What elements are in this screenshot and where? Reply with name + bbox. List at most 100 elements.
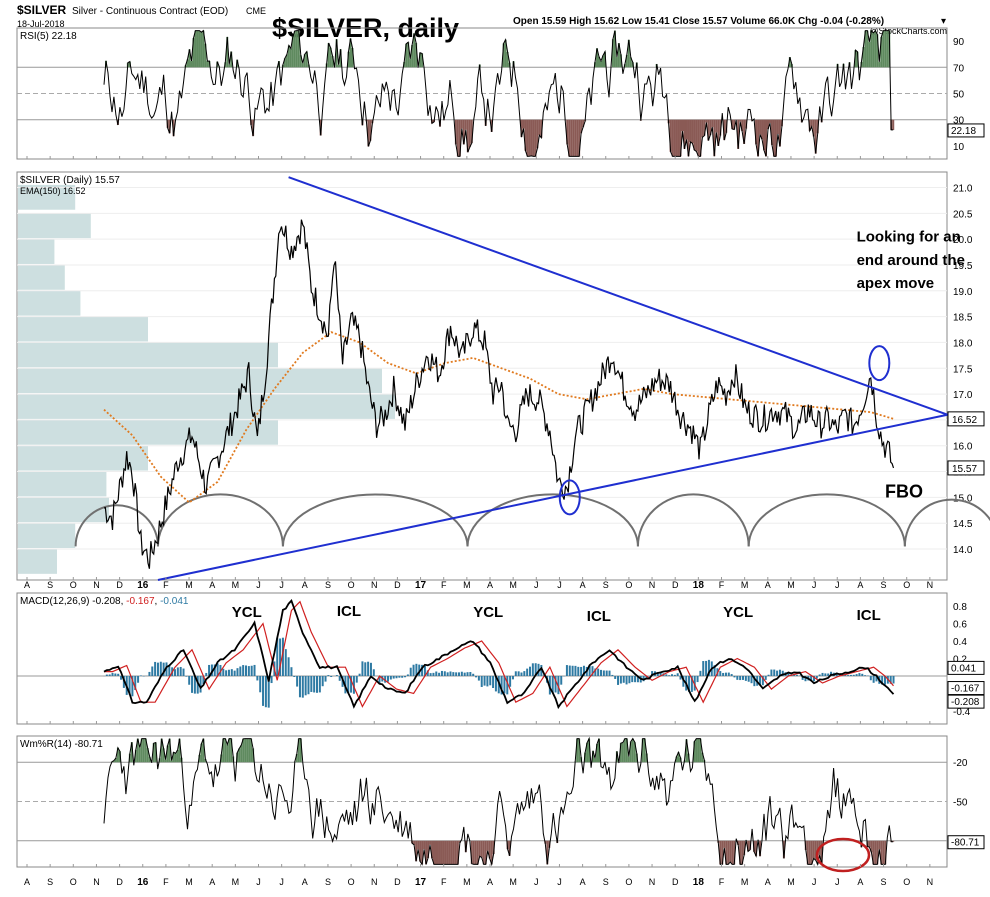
macd-signal-line — [104, 600, 894, 708]
x-axis-label: A — [765, 877, 771, 887]
x-axis-label: 17 — [415, 580, 427, 591]
x-axis-label: O — [625, 580, 632, 590]
x-axis-label: D — [672, 580, 679, 590]
rsi-last-label: 22.18 — [951, 126, 976, 137]
x-axis-label: A — [580, 580, 586, 590]
volume-profile-bar — [18, 394, 395, 419]
cycle-label: YCL — [232, 604, 262, 621]
x-axis-label: M — [787, 580, 795, 590]
macd-last-label: -0.208 — [951, 697, 980, 708]
x-axis-label: J — [557, 580, 562, 590]
x-axis-label: O — [70, 877, 77, 887]
quote-line: Open 15.59 High 15.62 Low 15.41 Close 15… — [513, 16, 884, 27]
volume-profile-bar — [18, 497, 109, 523]
macd-last-label: -0.167 — [951, 684, 980, 695]
macd-layer: 0.80.60.40.2-0.2-0.4YCLICLYCLICLYCLICL0.… — [17, 599, 985, 718]
annotation-circle — [868, 345, 891, 382]
macd-ytick: 0.8 — [953, 602, 967, 613]
cycle-arc — [156, 493, 284, 547]
macd-last-box — [947, 694, 985, 709]
x-axis-label: A — [24, 580, 30, 590]
oscillator-line — [103, 29, 894, 157]
x-axis-layer: A A S S O O N N D D 16 16 F F M M A A M M J J J J A A S S O O N N D D 17 17… — [24, 156, 933, 888]
x-axis-label: 18 — [693, 580, 705, 591]
cycle-arc — [747, 493, 906, 547]
macd-last-box — [947, 660, 985, 675]
x-axis-label: N — [649, 877, 656, 887]
x-axis-label: S — [603, 580, 609, 590]
annotation-text: apex move — [857, 275, 935, 292]
x-axis-label: J — [812, 580, 817, 590]
x-axis-label: J — [534, 877, 539, 887]
x-axis-label: 16 — [137, 877, 149, 888]
x-axis-label: M — [185, 877, 193, 887]
header-exchange: CME — [246, 6, 266, 16]
header-date: 18-Jul-2018 — [17, 19, 65, 29]
price-ytick: 20.0 — [953, 235, 973, 246]
williams-last-box — [947, 835, 985, 850]
x-axis-label: J — [279, 580, 284, 590]
price-line — [103, 219, 895, 569]
volume-profile-bar — [18, 213, 91, 239]
x-axis-label: J — [835, 877, 840, 887]
x-axis-label: J — [812, 877, 817, 887]
cycle-label: YCL — [723, 604, 753, 621]
x-axis-label: A — [487, 877, 493, 887]
x-axis-label: A — [209, 580, 215, 590]
cycle-arc — [636, 493, 750, 547]
volume-profile-bar — [18, 290, 81, 316]
x-axis-label: M — [232, 580, 240, 590]
price-layer: 21.0 20.5 20.0 19.5 19.0 18.5 18.0 17.5 17.0 16.5… — [17, 176, 990, 581]
macd-panel — [16, 592, 948, 725]
x-axis-label: S — [325, 877, 331, 887]
x-axis-label: S — [47, 580, 53, 590]
x-axis-label: 17 — [415, 877, 427, 888]
price-ytick: 18.5 — [953, 313, 973, 324]
macd-legend: MACD(12,26,9) -0.208, -0.167, -0.041 — [20, 596, 189, 607]
x-axis-label: F — [441, 877, 447, 887]
cycle-arc — [74, 504, 159, 547]
x-axis-label: J — [256, 580, 261, 590]
x-axis-label: A — [487, 580, 493, 590]
price-ytick: 14.5 — [953, 519, 973, 530]
cycle-label: YCL — [473, 604, 503, 621]
x-axis-label: M — [741, 580, 749, 590]
x-axis-label: N — [649, 580, 656, 590]
x-axis-label: O — [625, 877, 632, 887]
cycle-label: ICL — [587, 608, 611, 625]
x-axis-label: D — [672, 877, 679, 887]
rsi-ytick: 90 — [953, 37, 965, 48]
x-axis-label: J — [534, 580, 539, 590]
macd-legend-signal: -0.167 — [126, 596, 155, 607]
x-axis-label: S — [325, 580, 331, 590]
williams-legend: Wm%R(14) -80.71 — [20, 739, 103, 750]
x-axis-label: J — [279, 877, 284, 887]
price-ytick: 19.0 — [953, 287, 973, 298]
annotation-text: FBO — [885, 481, 923, 501]
x-axis-label: J — [256, 877, 261, 887]
rsi-ytick: 10 — [953, 142, 965, 153]
macd-last-box — [947, 681, 985, 696]
x-axis-label: N — [93, 877, 100, 887]
rsi-last-box — [947, 123, 985, 138]
last-value-box — [947, 460, 985, 476]
x-axis-label: D — [394, 877, 401, 887]
chevron-down-icon[interactable]: ▾ — [941, 16, 946, 27]
volume-profile-bar — [18, 523, 76, 549]
macd-last-label: 0.041 — [951, 663, 976, 674]
x-axis-label: A — [857, 877, 863, 887]
x-axis-label: A — [857, 580, 863, 590]
price-legend: $SILVER (Daily) 15.57 — [20, 175, 120, 186]
price-panel — [16, 171, 948, 581]
price-ytick: 18.0 — [953, 338, 973, 349]
x-axis-label: D — [116, 877, 123, 887]
x-axis-label: F — [163, 877, 169, 887]
x-axis-label: M — [463, 580, 471, 590]
x-axis-label: M — [185, 580, 193, 590]
x-axis-label: N — [371, 877, 378, 887]
x-axis-label: O — [903, 580, 910, 590]
cycle-arc — [281, 493, 469, 547]
price-ytick: 21.0 — [953, 183, 973, 194]
macd-line — [103, 599, 895, 710]
